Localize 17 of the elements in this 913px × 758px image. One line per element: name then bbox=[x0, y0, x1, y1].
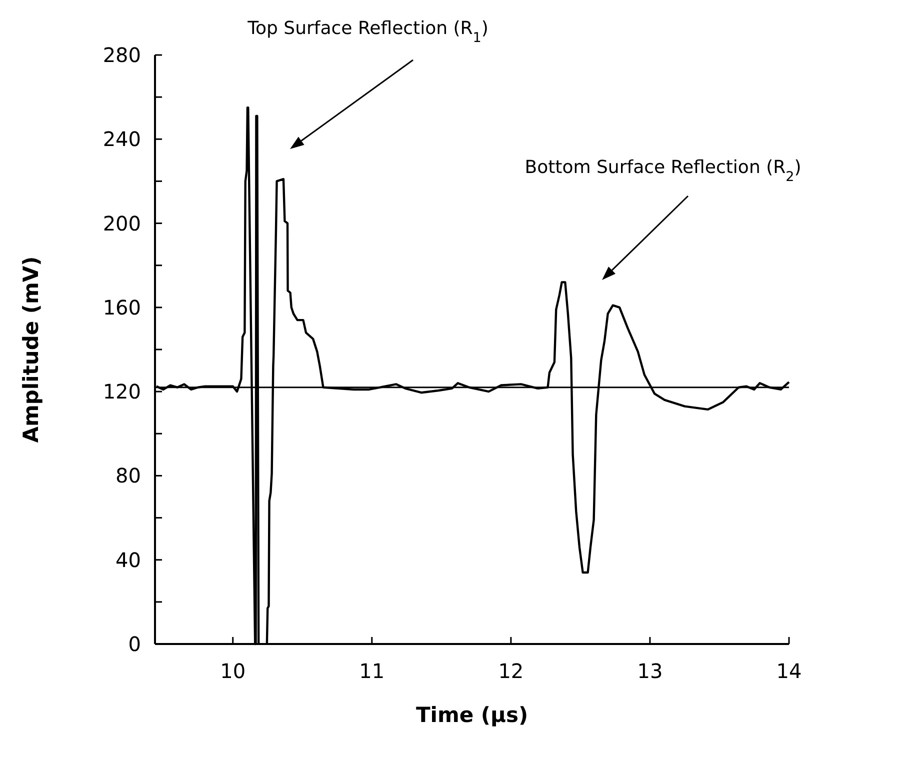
y-tick-label: 240 bbox=[102, 127, 141, 152]
y-tick-label: 160 bbox=[102, 295, 141, 320]
y-tick-label: 0 bbox=[128, 632, 141, 656]
x-tick-label: 12 bbox=[498, 659, 524, 683]
y-tick-label: 120 bbox=[102, 380, 141, 404]
y-tick-label: 280 bbox=[102, 43, 141, 67]
y-tick-label: 200 bbox=[102, 211, 141, 236]
text: Top Surface Reflection (R$_{1}$) bbox=[246, 18, 488, 46]
x-axis-title: Time (μs) bbox=[416, 703, 528, 727]
y-tick-label: 80 bbox=[116, 464, 141, 488]
x-tick-label: 11 bbox=[359, 659, 385, 683]
x-tick-label: 10 bbox=[220, 659, 246, 683]
annotation: Bottom Surface Reflection (R$_{2}$) bbox=[524, 157, 802, 185]
x-tick-label: 14 bbox=[776, 659, 802, 683]
x-tick-label: 13 bbox=[637, 659, 663, 683]
y-axis-title: Amplitude (mV) bbox=[19, 256, 43, 443]
y-tick-label: 40 bbox=[116, 548, 141, 572]
